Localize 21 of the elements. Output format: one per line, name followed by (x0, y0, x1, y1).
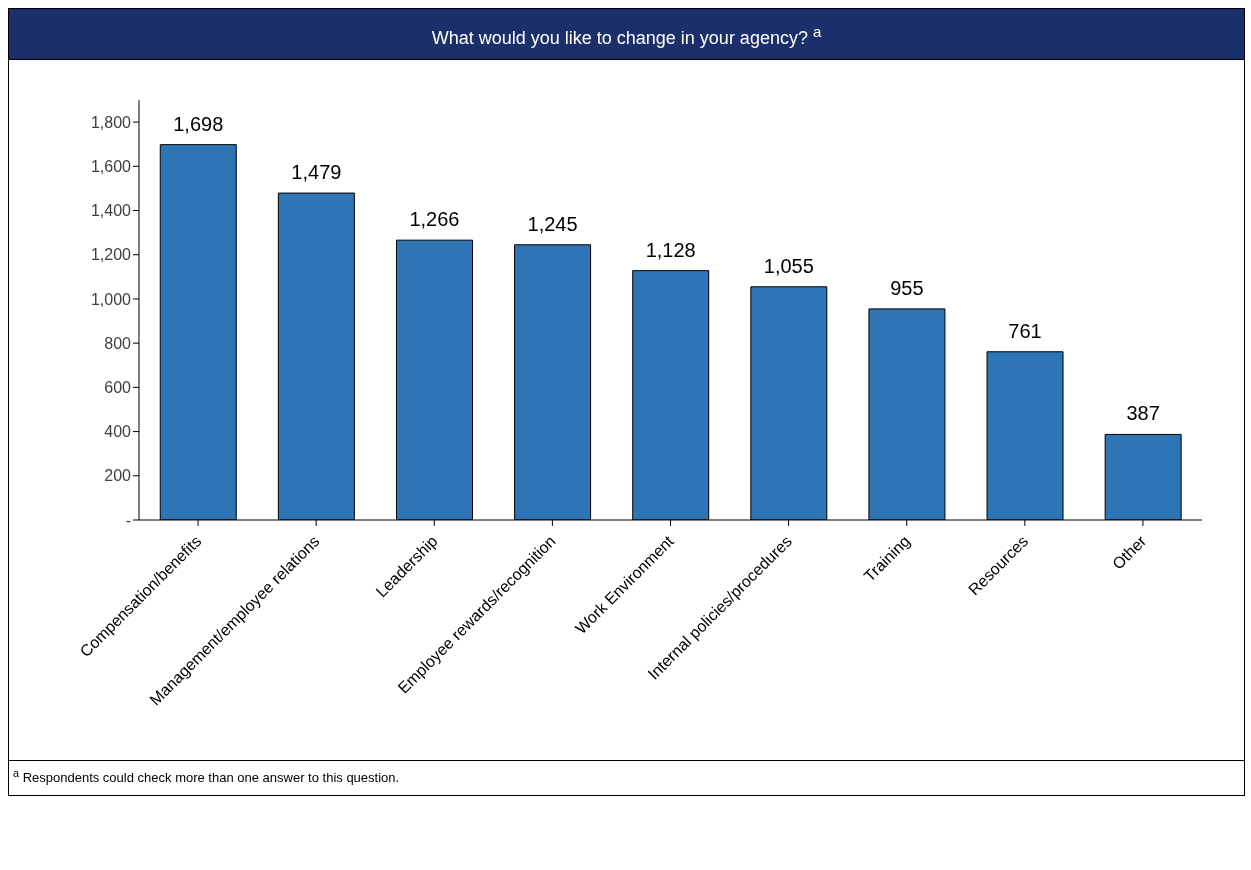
data-label: 1,698 (173, 112, 224, 135)
y-tick-label: 1,200 (90, 246, 132, 264)
y-tick-label: 200 (104, 467, 132, 485)
data-label: 1,266 (409, 208, 460, 231)
y-tick-label: - (125, 511, 131, 529)
y-tick-label: 600 (104, 379, 132, 397)
y-tick-label: 1,000 (90, 290, 132, 308)
data-label: 761 (1008, 319, 1042, 342)
y-tick-label: 400 (104, 423, 132, 441)
y-tick-label: 1,800 (90, 113, 132, 131)
data-label: 1,245 (527, 212, 578, 235)
chart-title: What would you like to change in your agency? $^{a}$ (9, 9, 1244, 59)
y-tick-label: 800 (104, 334, 132, 352)
y-tick-label: 1,400 (90, 202, 132, 220)
data-label: 387 (1126, 402, 1160, 425)
data-label: 1,055 (763, 254, 814, 277)
data-label: 955 (890, 276, 924, 299)
y-tick-label: 1,600 (90, 158, 132, 175)
data-label: 1,479 (291, 161, 342, 184)
text: $^{a}$ Respondents could check more than one answer to this question. (9, 760, 1244, 796)
data-label: 1,128 (645, 238, 696, 261)
